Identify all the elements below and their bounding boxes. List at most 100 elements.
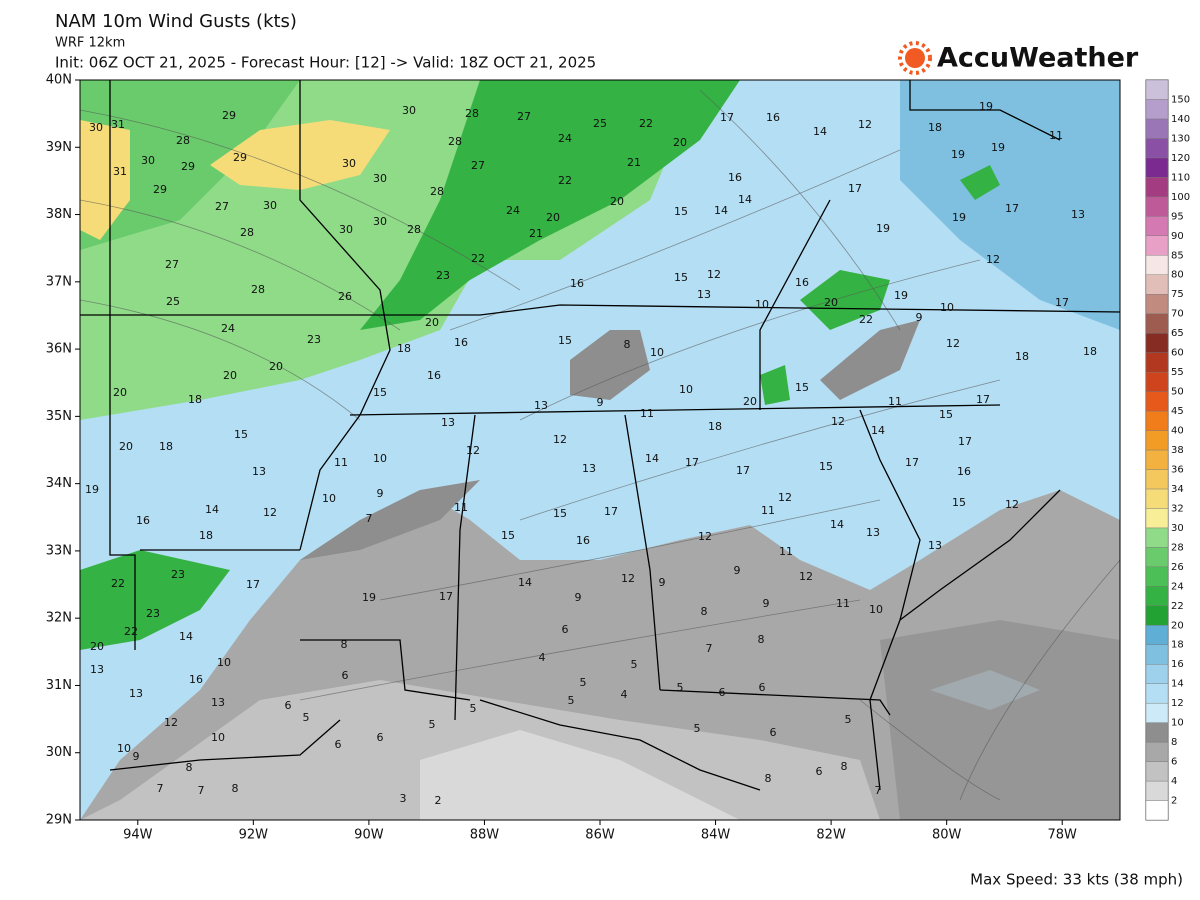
- gust-label: 5: [631, 658, 638, 671]
- gust-label: 19: [979, 100, 993, 113]
- gust-label: 29: [153, 183, 167, 196]
- colorbar-band: [1145, 644, 1169, 665]
- colorbar-label: 110: [1171, 172, 1190, 183]
- colorbar-band: [1145, 683, 1169, 704]
- gust-label: 16: [454, 336, 468, 349]
- gust-label: 31: [113, 165, 127, 178]
- colorbar-band: [1145, 469, 1169, 490]
- gust-label: 28: [430, 185, 444, 198]
- colorbar-label: 95: [1171, 211, 1184, 222]
- gust-label: 9: [763, 597, 770, 610]
- gust-label: 24: [558, 132, 572, 145]
- x-tick-label: 92W: [239, 828, 269, 843]
- gust-label: 15: [558, 334, 572, 347]
- gust-label: 20: [269, 360, 283, 373]
- gust-label: 6: [719, 686, 726, 699]
- gust-label: 12: [986, 253, 1000, 266]
- gust-label: 16: [766, 111, 780, 124]
- gust-label: 18: [397, 342, 411, 355]
- x-tick-label: 90W: [354, 828, 384, 843]
- colorbar-label: 30: [1171, 523, 1184, 534]
- gust-label: 15: [501, 529, 515, 542]
- max-speed: Max Speed: 33 kts (38 mph): [970, 871, 1183, 889]
- gust-label: 23: [307, 333, 321, 346]
- gust-label: 11: [334, 456, 348, 469]
- gust-label: 28: [448, 135, 462, 148]
- gust-label: 26: [338, 290, 352, 303]
- gust-label: 15: [952, 496, 966, 509]
- gust-label: 15: [939, 408, 953, 421]
- gust-label: 17: [720, 111, 734, 124]
- colorbar-band: [1145, 313, 1169, 334]
- colorbar-band: [1145, 332, 1169, 353]
- gust-label: 30: [339, 223, 353, 236]
- colorbar-band: [1145, 157, 1169, 178]
- colorbar-label: 10: [1171, 718, 1184, 729]
- colorbar-band: [1145, 391, 1169, 412]
- gust-label: 11: [888, 395, 902, 408]
- colorbar-label: 50: [1171, 387, 1184, 398]
- gust-label: 6: [770, 726, 777, 739]
- colorbar-band: [1145, 177, 1169, 198]
- gust-label: 12: [1005, 498, 1019, 511]
- y-tick-label: 37N: [46, 274, 72, 289]
- gust-label: 25: [166, 295, 180, 308]
- gust-label: 17: [685, 456, 699, 469]
- gust-label: 10: [217, 656, 231, 669]
- gust-label: 22: [639, 117, 653, 130]
- x-tick-label: 86W: [585, 828, 615, 843]
- colorbar-label: 22: [1171, 601, 1184, 612]
- gust-label: 20: [673, 136, 687, 149]
- y-tick-label: 30N: [46, 745, 72, 760]
- run-info: Init: 06Z OCT 21, 2025 - Forecast Hour: …: [55, 54, 596, 72]
- gust-label: 9: [659, 576, 666, 589]
- gust-label: 17: [604, 505, 618, 518]
- colorbar-label: 60: [1171, 348, 1184, 359]
- logo-text: AccuWeather: [937, 43, 1139, 74]
- gust-label: 25: [593, 117, 607, 130]
- gust-label: 8: [765, 772, 772, 785]
- colorbar-band: [1145, 741, 1169, 762]
- gust-label: 9: [377, 487, 384, 500]
- gust-label: 12: [553, 433, 567, 446]
- gust-label: 13: [697, 288, 711, 301]
- gust-label: 16: [576, 534, 590, 547]
- gust-label: 10: [940, 301, 954, 314]
- gust-label: 19: [951, 148, 965, 161]
- gust-label: 27: [165, 258, 179, 271]
- gust-label: 31: [111, 118, 125, 131]
- gust-label: 30: [402, 104, 416, 117]
- colorbar-band: [1145, 430, 1169, 451]
- gust-label: 5: [568, 694, 575, 707]
- colorbar-label: 75: [1171, 289, 1184, 300]
- gust-label: 11: [640, 407, 654, 420]
- gust-label: 24: [506, 204, 520, 217]
- gust-label: 10: [211, 731, 225, 744]
- gust-label: 15: [674, 271, 688, 284]
- gust-label: 13: [441, 416, 455, 429]
- colorbar-label: 14: [1171, 679, 1184, 690]
- gust-label: 8: [624, 338, 631, 351]
- gust-label: 10: [322, 492, 336, 505]
- state-borders: [80, 80, 1120, 791]
- gust-label: 17: [246, 578, 260, 591]
- colorbar-band: [1145, 410, 1169, 431]
- gust-label: 5: [845, 713, 852, 726]
- gust-label: 5: [677, 681, 684, 694]
- gust-label: 12: [164, 716, 178, 729]
- colorbar-label: 100: [1171, 192, 1190, 203]
- colorbar-label: 36: [1171, 464, 1184, 475]
- gust-label: 18: [1083, 345, 1097, 358]
- gust-label: 13: [534, 399, 548, 412]
- colorbar-band: [1145, 99, 1169, 120]
- gust-label: 27: [471, 159, 485, 172]
- gust-label: 29: [181, 160, 195, 173]
- model: WRF 12km: [55, 36, 125, 51]
- gust-label: 20: [119, 440, 133, 453]
- gust-label: 19: [894, 289, 908, 302]
- colorbar-label: 20: [1171, 620, 1184, 631]
- gust-label: 18: [708, 420, 722, 433]
- colorbar-label: 18: [1171, 640, 1184, 651]
- gust-label: 11: [779, 545, 793, 558]
- gust-label: 4: [621, 688, 628, 701]
